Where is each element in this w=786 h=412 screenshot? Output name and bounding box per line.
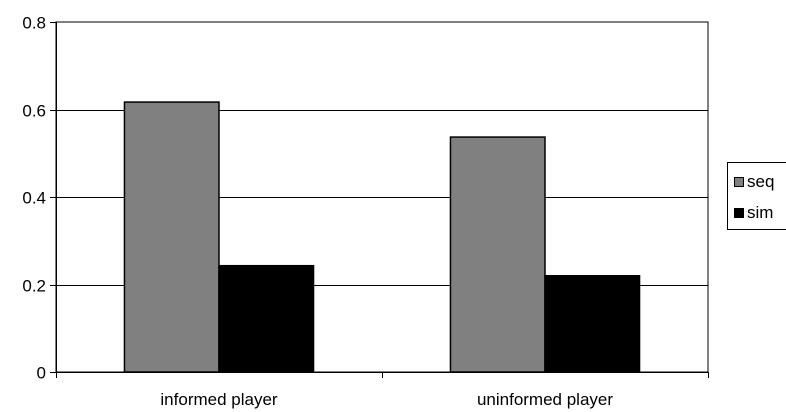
legend-item-seq: seq [734,172,774,192]
y-tick-label: 0.8 [22,14,46,33]
y-tick-label: 0.6 [22,102,46,121]
bar-sim-2 [544,275,641,373]
x-category-labels: informed player uninformed player [160,390,613,409]
y-tick-label: 0.2 [22,277,46,296]
y-tick-label: 0.4 [22,189,46,208]
legend-item-sim: sim [734,203,773,223]
legend-label-seq: seq [747,172,775,191]
bars [123,101,641,373]
bar-seq-1 [123,101,220,373]
y-tick-labels: 0 0.2 0.4 0.6 0.8 [22,14,46,383]
bar-seq-2 [449,136,546,373]
legend-label-sim: sim [747,203,774,222]
bar-sim-1 [218,264,315,373]
legend-swatch-seq [734,177,744,187]
x-category-label: informed player [160,390,278,409]
legend: seq sim [727,162,786,230]
axes [50,22,709,378]
legend-swatch-sim [734,208,744,218]
y-tick-label: 0 [37,364,46,383]
x-category-label: uninformed player [477,390,613,409]
